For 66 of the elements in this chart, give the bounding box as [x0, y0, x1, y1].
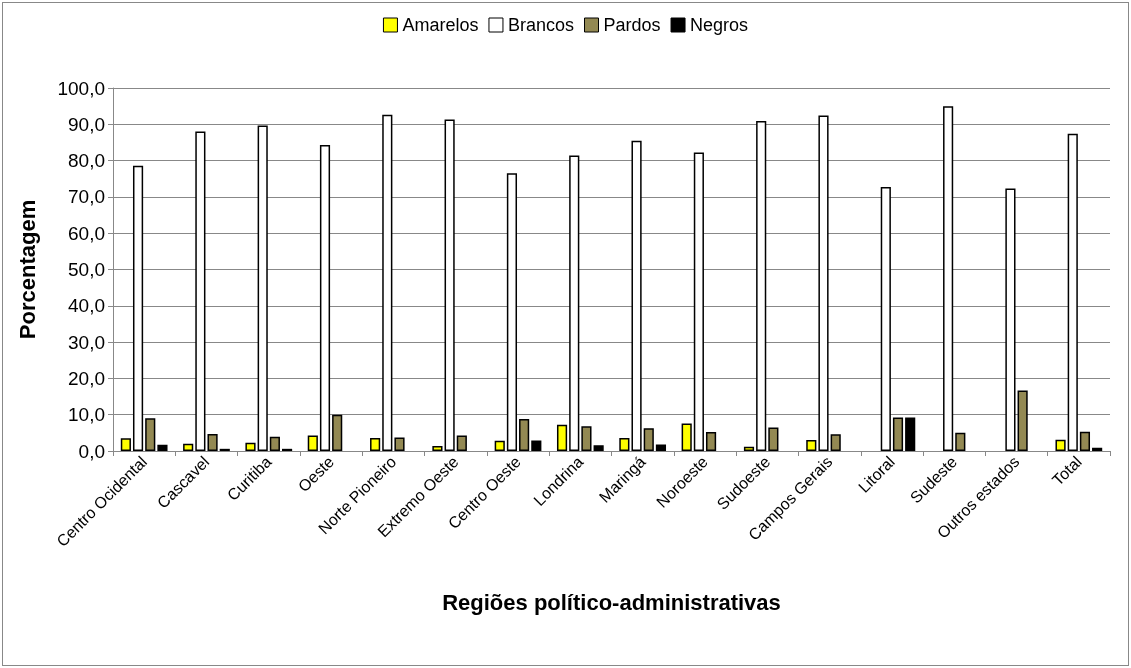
- bar: [806, 440, 817, 451]
- bar: [145, 418, 156, 451]
- x-axis-title: Regiões político-administrativas: [442, 589, 781, 615]
- bar: [619, 437, 630, 451]
- bar: [183, 443, 194, 451]
- bar: [506, 173, 518, 451]
- bar: [905, 417, 916, 451]
- bar: [643, 428, 654, 451]
- bar: [1067, 133, 1078, 451]
- bar: [269, 436, 280, 451]
- bar: [1005, 188, 1016, 451]
- bar: [1079, 431, 1091, 451]
- bar: [382, 114, 393, 451]
- bar: [307, 435, 318, 451]
- bar: [693, 152, 704, 451]
- bar: [245, 442, 256, 451]
- legend-label: Negros: [690, 15, 749, 35]
- legend-label: Pardos: [603, 15, 661, 35]
- bar: [892, 417, 904, 451]
- bar: [581, 426, 592, 451]
- y-tick-label: 30,0: [68, 331, 105, 353]
- y-tick-label: 40,0: [68, 295, 105, 317]
- bar: [955, 432, 966, 451]
- bar: [370, 437, 381, 451]
- y-tick-label: 50,0: [68, 259, 105, 280]
- y-tick-label: 20,0: [68, 367, 105, 389]
- bar: [332, 414, 343, 451]
- y-axis-title: Porcentagem: [14, 199, 40, 340]
- bar: [1055, 439, 1066, 451]
- bar: [830, 434, 841, 451]
- bar: [207, 433, 218, 451]
- y-tick-label: 90,0: [68, 113, 105, 135]
- bar: [556, 424, 568, 451]
- y-tick-label: 100,0: [57, 77, 105, 99]
- bar: [195, 131, 206, 451]
- bar: [943, 106, 954, 451]
- bar: [394, 437, 405, 451]
- bar: [756, 121, 767, 451]
- bar: [593, 445, 604, 451]
- bar: [257, 125, 268, 451]
- bar: [456, 435, 467, 451]
- bar: [569, 155, 580, 451]
- bar: [705, 432, 717, 451]
- bar: [319, 144, 331, 451]
- bar: [743, 446, 755, 451]
- bar: [681, 423, 692, 451]
- y-tick-label: 70,0: [68, 186, 105, 208]
- bar: [631, 140, 642, 451]
- bar: [157, 444, 168, 451]
- y-tick-label: 80,0: [68, 150, 105, 172]
- bar: [494, 440, 505, 451]
- bar: [880, 187, 891, 451]
- legend-label: Brancos: [507, 15, 575, 35]
- y-tick-label: 10,0: [68, 404, 105, 426]
- bar: [432, 445, 443, 451]
- bar: [768, 427, 779, 451]
- bar: [120, 438, 131, 451]
- bar: [818, 115, 829, 451]
- bar: [132, 165, 144, 451]
- bar: [444, 119, 455, 451]
- legend-label: Amarelos: [402, 15, 479, 35]
- bar: [519, 419, 530, 451]
- bar: [655, 444, 667, 451]
- y-tick-label: 60,0: [68, 222, 105, 244]
- bar: [531, 440, 542, 451]
- bar: [1017, 390, 1028, 451]
